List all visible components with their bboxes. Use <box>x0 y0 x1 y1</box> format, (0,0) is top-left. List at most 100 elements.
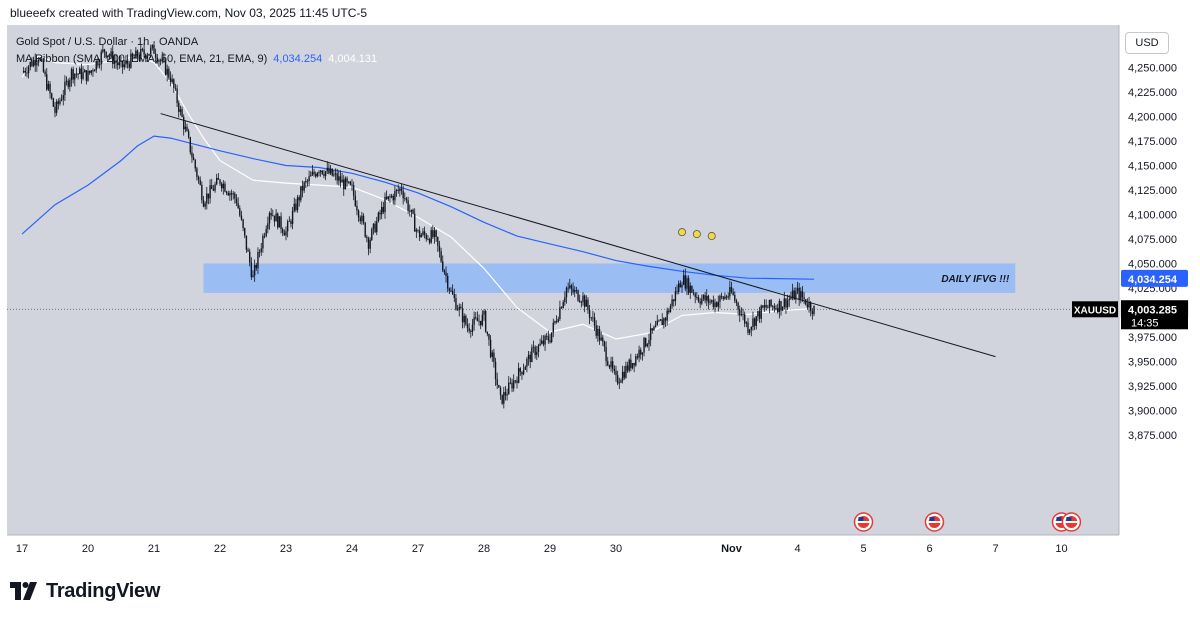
candle <box>374 220 376 233</box>
candle-body <box>595 325 597 336</box>
candle <box>422 227 424 237</box>
candle-body <box>100 51 102 65</box>
candle <box>682 269 685 286</box>
candle-body <box>283 232 286 236</box>
candle-body <box>51 93 53 99</box>
ma-ribbon-legend[interactable]: MA Ribbon (SMA, 200, EMA, 50, EMA, 21, E… <box>16 53 377 65</box>
candle <box>361 211 363 225</box>
candle-body <box>41 58 43 61</box>
candle <box>501 394 503 405</box>
candle <box>405 196 408 204</box>
candle <box>329 165 332 176</box>
candle-body <box>394 191 396 201</box>
candle <box>278 216 281 228</box>
candle-body <box>303 182 305 191</box>
candle <box>536 345 538 361</box>
candle <box>336 168 338 185</box>
candle-body <box>456 309 459 311</box>
candle <box>136 49 139 62</box>
candle <box>166 64 168 82</box>
currency-button[interactable]: USD <box>1125 32 1169 54</box>
candle-body <box>668 310 670 313</box>
candle-body <box>692 292 695 294</box>
candle-body <box>519 368 521 372</box>
candle <box>362 213 365 225</box>
candle <box>790 291 792 300</box>
candle <box>805 299 807 306</box>
candle-body <box>687 278 690 293</box>
candle <box>346 176 348 187</box>
candle-body <box>514 380 517 382</box>
candle-body <box>795 291 797 300</box>
candle <box>54 102 56 118</box>
candle <box>352 181 355 201</box>
candle-body <box>176 88 178 104</box>
candle-body <box>316 173 319 177</box>
candle-body <box>577 290 579 301</box>
candle <box>616 370 619 386</box>
candle <box>633 362 635 373</box>
candle <box>356 200 358 216</box>
candle <box>326 161 328 175</box>
candle-body <box>174 87 177 89</box>
candle-body <box>704 295 706 301</box>
candle <box>372 223 375 235</box>
candle-body <box>341 179 343 183</box>
candle <box>478 314 480 326</box>
candle <box>748 328 751 336</box>
candle <box>105 51 107 59</box>
candle-body <box>494 361 497 380</box>
candle <box>600 331 602 342</box>
candle <box>303 180 305 193</box>
candle-body <box>209 185 211 199</box>
candle <box>300 186 302 203</box>
candle-body <box>810 302 812 312</box>
candle-body <box>46 74 48 90</box>
candle-body <box>465 315 467 325</box>
candle-body <box>156 57 158 62</box>
candle <box>456 304 459 311</box>
candle <box>407 196 409 214</box>
candle <box>318 170 320 177</box>
candle <box>201 181 203 204</box>
candle-body <box>121 60 124 68</box>
candle-body <box>351 184 353 186</box>
candle-body <box>427 239 429 241</box>
price-chart[interactable]: DAILY IFVG !!! <box>7 25 1119 535</box>
candle <box>364 221 366 238</box>
chart-pane[interactable]: DAILY IFVG !!! <box>7 25 1119 535</box>
candle-body <box>547 336 550 341</box>
candle <box>711 299 713 304</box>
candle-body <box>178 103 180 112</box>
ifvg-zone-label: DAILY IFVG !!! <box>941 274 1010 285</box>
candle <box>131 52 134 59</box>
candle-body <box>135 50 137 58</box>
candle-body <box>628 359 630 371</box>
candle-body <box>767 307 769 309</box>
candle <box>435 229 437 242</box>
candle-body <box>739 309 741 316</box>
candle <box>427 234 429 241</box>
symbol-legend[interactable]: Gold Spot / U.S. Dollar · 1h · OANDA <box>16 36 199 48</box>
candle <box>720 292 723 300</box>
candle-body <box>260 248 262 252</box>
candle-body <box>169 77 172 82</box>
candle-body <box>562 302 564 309</box>
candle <box>24 67 26 77</box>
candle <box>186 123 188 132</box>
us-event-icon-canton <box>1066 517 1072 521</box>
candle <box>253 259 256 282</box>
candle-body <box>697 296 700 302</box>
us-event-icon-canton <box>1056 517 1062 521</box>
candle-body <box>592 317 594 319</box>
candle-body <box>250 262 253 277</box>
candle <box>62 89 64 106</box>
candle-body <box>22 70 25 73</box>
candle <box>27 65 30 79</box>
candle-body <box>263 235 266 237</box>
candle-body <box>618 382 620 384</box>
candle-body <box>534 346 536 356</box>
candle <box>598 325 601 345</box>
candle-body <box>272 215 274 217</box>
candle-body <box>445 272 447 276</box>
